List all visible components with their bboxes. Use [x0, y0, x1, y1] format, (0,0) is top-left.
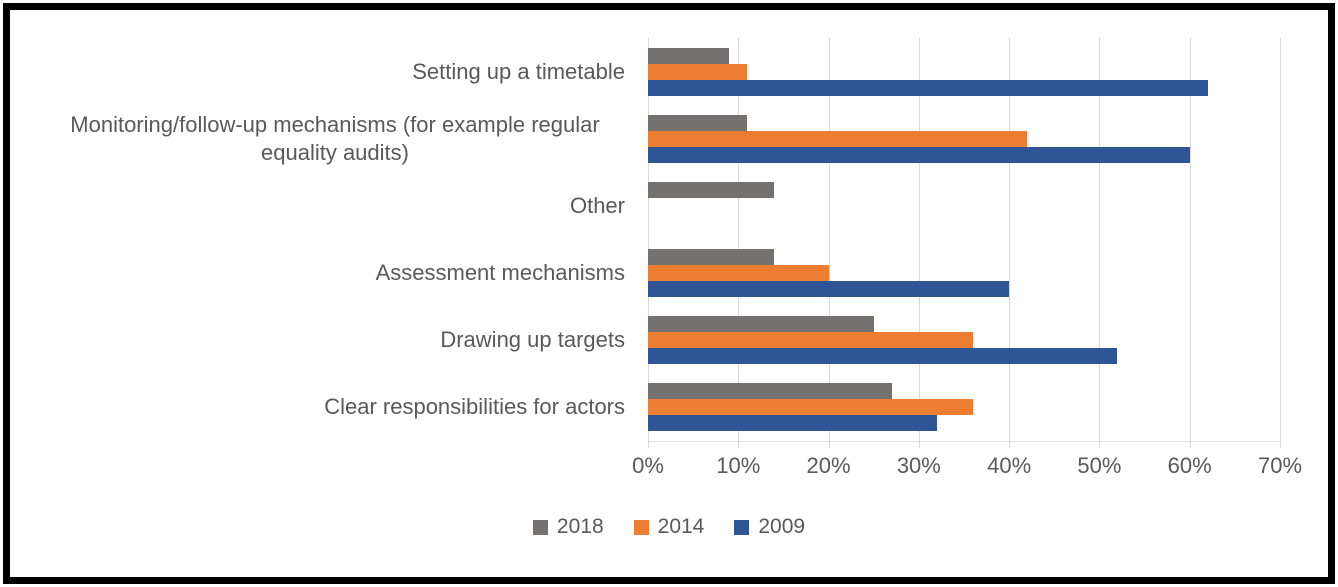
bar-rows — [648, 38, 1280, 441]
bar-2018 — [648, 114, 748, 131]
bar-2009 — [648, 146, 1190, 163]
gridline — [648, 38, 649, 441]
legend: 2018 2014 2009 — [0, 515, 1338, 539]
bar-2014 — [648, 332, 974, 349]
gridline — [918, 38, 920, 441]
bar-group — [648, 240, 1280, 307]
bar-2009 — [648, 415, 937, 432]
bar-group — [648, 307, 1280, 374]
bar-2014 — [648, 63, 748, 80]
legend-label: 2014 — [657, 515, 705, 538]
legend-swatch-2014 — [633, 519, 649, 535]
legend-swatch-2009 — [734, 519, 750, 535]
bar-2018 — [648, 383, 892, 400]
category-label-row: Drawing up targets — [10, 307, 625, 374]
gridline — [738, 38, 740, 441]
category-label-row: Clear responsibilities for actors — [10, 374, 625, 441]
gridline — [828, 38, 830, 441]
category-label: Drawing up targets — [440, 327, 625, 353]
bar-2018 — [648, 181, 775, 198]
x-axis-tick-label: 50% — [1077, 453, 1122, 478]
gridline — [1189, 38, 1191, 441]
category-label: Clear responsibilities for actors — [324, 394, 625, 420]
plot-area — [648, 38, 1281, 448]
bar-2009 — [648, 281, 1010, 298]
x-axis-tick-label: 30% — [896, 453, 941, 478]
category-label-row: Other — [10, 172, 625, 239]
x-axis-tick-labels: 0% 10% 20% 30% 40% 50% 60% 70% — [632, 453, 1302, 481]
axis-tick-mark — [1280, 441, 1281, 448]
x-axis-tick-label: 10% — [716, 453, 761, 478]
legend-item-2018: 2018 — [532, 515, 604, 539]
x-axis-tick-label: 60% — [1167, 453, 1212, 478]
axis-tick-mark — [918, 441, 920, 448]
gridline — [1099, 38, 1101, 441]
legend-label: 2009 — [758, 515, 806, 538]
bar-group — [648, 172, 1280, 239]
bar-group — [648, 38, 1280, 105]
category-label: Assessment mechanisms — [375, 260, 625, 286]
bar-2014 — [648, 130, 1028, 147]
gridline — [1009, 38, 1011, 441]
bar-group — [648, 374, 1280, 441]
category-axis: Setting up a timetable Monitoring/follow-… — [10, 38, 625, 441]
axis-tick-mark — [1009, 441, 1011, 448]
category-label-row: Setting up a timetable — [10, 38, 625, 105]
bar-2009 — [648, 348, 1118, 365]
axis-tick-mark — [738, 441, 740, 448]
axis-tick-mark — [648, 441, 649, 448]
bar-2018 — [648, 47, 730, 64]
axis-tick-mark — [1099, 441, 1101, 448]
bar-2009 — [648, 79, 1208, 96]
x-axis-tick-label: 0% — [632, 453, 664, 478]
gridline — [1280, 38, 1281, 441]
category-label: Setting up a timetable — [412, 58, 625, 84]
x-axis-tick-label: 40% — [987, 453, 1032, 478]
bar-2018 — [648, 316, 874, 333]
legend-item-2009: 2009 — [734, 515, 805, 539]
legend-label: 2018 — [556, 515, 604, 538]
legend-swatch-2018 — [532, 519, 548, 535]
x-axis-tick-label: 70% — [1257, 453, 1303, 478]
category-label: Monitoring/follow-up mechanisms (for exa… — [70, 111, 600, 165]
x-axis-tick-label: 20% — [806, 453, 851, 478]
category-label-row: Assessment mechanisms — [10, 240, 625, 307]
axis-tick-mark — [1189, 441, 1191, 448]
bar-2014 — [648, 399, 974, 416]
category-label: Other — [569, 192, 625, 218]
bar-2014 — [648, 265, 829, 282]
category-label-row: Monitoring/follow-up mechanisms (for exa… — [10, 105, 625, 172]
bar-group — [648, 105, 1280, 172]
x-axis-line — [648, 441, 1280, 442]
axis-tick-mark — [828, 441, 830, 448]
legend-item-2014: 2014 — [633, 515, 705, 539]
bar-2018 — [648, 249, 775, 266]
